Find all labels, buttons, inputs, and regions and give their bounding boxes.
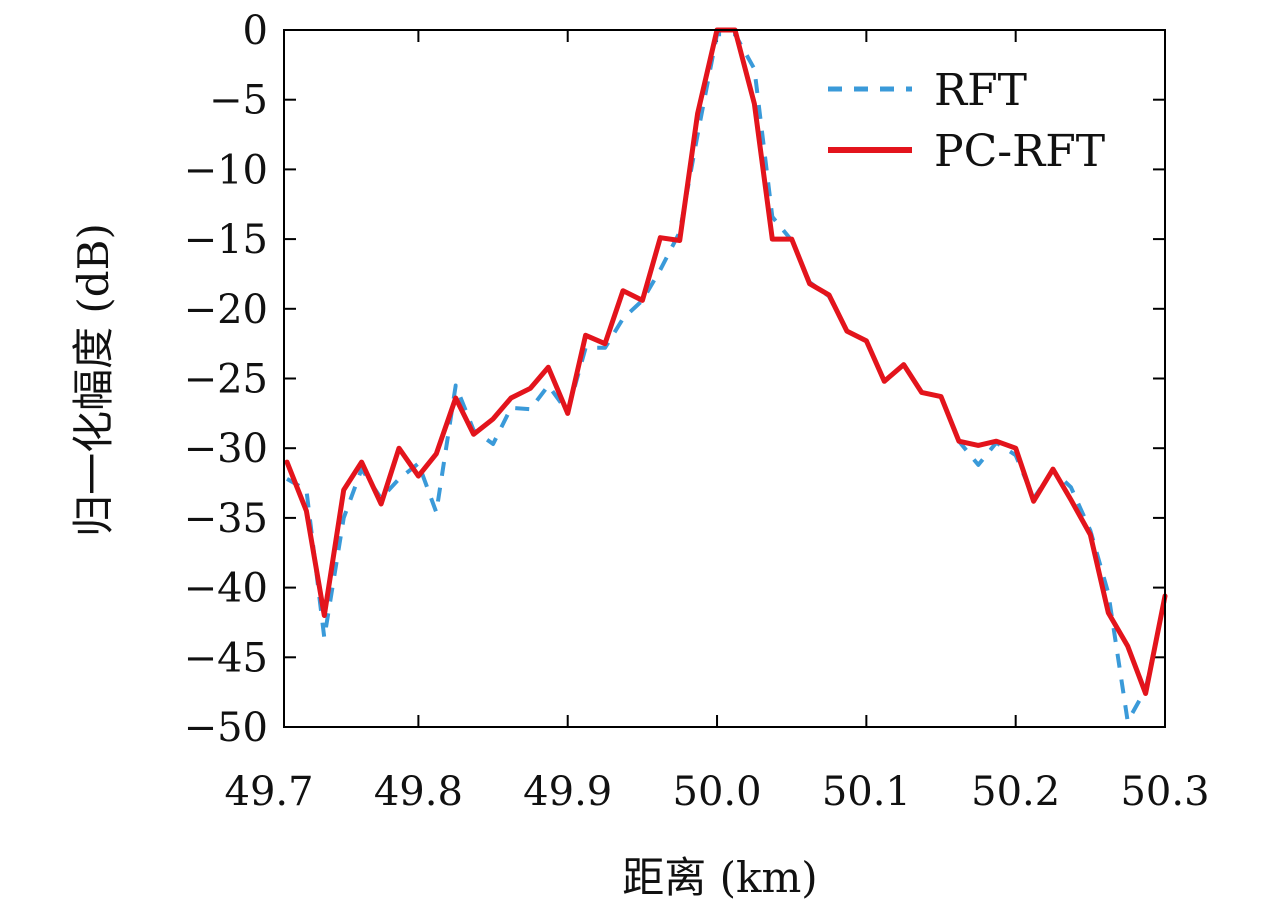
y-tick-label: −45 [184, 635, 268, 681]
y-tick-label: −15 [184, 217, 268, 263]
legend: RFT PC-RFT [828, 65, 1105, 177]
y-tick-label: −5 [209, 78, 268, 124]
x-axis-title: 距离 (km) [622, 853, 817, 902]
y-tick-label: −25 [184, 357, 268, 403]
y-tick-label: −35 [184, 496, 268, 542]
x-tick-label: 49.9 [523, 769, 612, 815]
x-tick-label: 50.3 [1120, 769, 1209, 815]
y-tick-label: −10 [184, 147, 268, 193]
x-tick-label: 49.8 [374, 769, 463, 815]
legend-label-rft: RFT [934, 65, 1027, 116]
x-tick-label: 50.0 [673, 769, 762, 815]
y-axis-ticks: 0 −5 −10 −15 −20 −25 −30 −35 −40 −45 −50 [184, 8, 1165, 751]
y-axis-title: 归一化幅度 (dB) [69, 223, 118, 537]
x-tick-label: 50.2 [971, 769, 1060, 815]
y-tick-label: 0 [243, 8, 268, 54]
legend-label-pc-rft: PC-RFT [934, 126, 1105, 177]
y-tick-label: −40 [184, 566, 268, 612]
y-tick-label: −20 [184, 287, 268, 333]
x-tick-label: 50.1 [822, 769, 911, 815]
y-tick-label: −30 [184, 426, 268, 472]
x-tick-label: 49.7 [225, 769, 314, 815]
y-tick-label: −50 [184, 705, 268, 751]
series-line-rft [286, 32, 1167, 724]
plot-frame [283, 29, 1166, 728]
x-axis-ticks: 49.7 49.8 49.9 50.0 50.1 50.2 50.3 [225, 30, 1210, 815]
